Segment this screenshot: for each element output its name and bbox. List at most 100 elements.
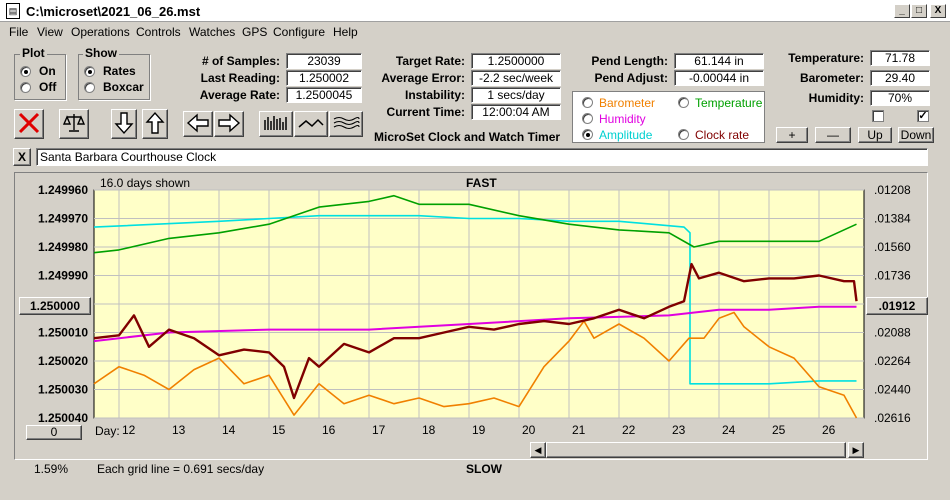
legend-temperature-radio[interactable] (678, 97, 689, 108)
average-rate-value: 1.2500045 (286, 87, 362, 103)
legend-humidity-label: Humidity (599, 112, 646, 126)
clock-name-field[interactable]: Santa Barbara Courthouse Clock (36, 148, 928, 166)
current-time-value: 12:00:04 AM (471, 104, 561, 120)
legend-amplitude-label: Amplitude (599, 128, 653, 142)
menu-operations[interactable]: Operations (71, 25, 130, 39)
samples-value: 23039 (286, 53, 362, 69)
minus-button[interactable]: — (815, 127, 851, 143)
days-shown-label: 16.0 days shown (100, 176, 191, 190)
series-temperature (93, 194, 857, 254)
balance-button[interactable] (59, 109, 89, 139)
minimize-button[interactable]: _ (894, 4, 910, 18)
show-boxcar-radio[interactable] (84, 82, 95, 93)
left-axis-center-button[interactable]: 1.250000 (19, 297, 91, 315)
plot-selector (572, 91, 765, 143)
app-caption: MicroSet Clock and Watch Timer (374, 130, 561, 144)
y-left-tick: 1.250010 (38, 326, 88, 340)
arrow-up-icon (145, 111, 165, 134)
series-clock-rate (93, 262, 858, 400)
clear-button[interactable] (14, 109, 44, 139)
y-left-tick: 1.250020 (38, 354, 88, 368)
legend-humidity-radio[interactable] (582, 113, 593, 124)
y-right-tick: .02440 (874, 383, 911, 397)
show-rates-radio[interactable] (84, 66, 95, 77)
shift-right-button[interactable] (214, 111, 244, 137)
y-right-tick: .02616 (874, 411, 911, 425)
legend-barometer-radio[interactable] (582, 97, 593, 108)
menu-controls[interactable]: Controls (136, 25, 181, 39)
x-tick: 18 (422, 423, 436, 437)
plot-on-radio[interactable] (20, 66, 31, 77)
legend-clock-rate-radio[interactable] (678, 129, 689, 140)
scale-balance-icon (62, 114, 86, 132)
y-left-tick: 1.249990 (38, 269, 88, 283)
last-reading-value: 1.250002 (286, 70, 362, 86)
line-graph-icon (298, 118, 324, 128)
right-axis-center-button[interactable]: .01912 (866, 297, 928, 315)
x-tick: 26 (822, 423, 836, 437)
y-right-tick: .01208 (874, 183, 911, 197)
plot-off-label: Off (39, 80, 57, 94)
arrow-left-icon (186, 113, 209, 133)
average-error-label: Average Error: (381, 71, 465, 85)
horizontal-scrollbar[interactable]: ◀ ▶ (530, 442, 864, 458)
legend-clock-rate-label: Clock rate (695, 128, 750, 142)
pend-length-value[interactable]: 61.144 in (674, 53, 764, 69)
menu-gps[interactable]: GPS (242, 25, 268, 39)
y-right-tick: .02088 (874, 326, 911, 340)
scroll-right-arrow-icon[interactable]: ▶ (848, 442, 864, 458)
menu-bar: File View Operations Controls Watches GP… (0, 22, 950, 42)
up-button[interactable]: Up (858, 127, 892, 143)
menu-watches[interactable]: Watches (189, 25, 236, 39)
env-checkbox-1[interactable] (872, 110, 884, 122)
menu-view[interactable]: View (37, 25, 63, 39)
maximize-button[interactable]: □ (911, 4, 927, 18)
plot-on-label: On (39, 64, 56, 78)
bars-view-button[interactable] (259, 111, 293, 137)
instability-value: 1 secs/day (471, 87, 561, 103)
samples-label: # of Samples: (201, 54, 280, 68)
y-left-tick: 1.250030 (38, 383, 88, 397)
humidity-label: Humidity: (808, 91, 864, 105)
temperature-value: 71.78 (870, 50, 930, 66)
env-checkbox-2[interactable]: ✓ (917, 110, 929, 122)
x-tick: 12 (122, 423, 136, 437)
app-icon[interactable]: ▤ (6, 3, 20, 19)
scroll-reset-button[interactable]: 0 (26, 425, 82, 440)
y-left-tick: 1.249970 (38, 212, 88, 226)
wave-view-button[interactable] (329, 111, 363, 137)
series-humidity (93, 305, 857, 343)
menu-help[interactable]: Help (333, 25, 358, 39)
shift-left-button[interactable] (183, 111, 213, 137)
down-button[interactable]: Down (898, 127, 934, 143)
legend-amplitude-radio[interactable] (582, 129, 593, 140)
day-axis-label: Day: (95, 424, 120, 438)
y-right-tick: .01560 (874, 240, 911, 254)
x-tick: 22 (622, 423, 636, 437)
title-bar[interactable]: ▤ C:\microset\2021_06_26.mst _ □ X (0, 0, 950, 22)
last-reading-label: Last Reading: (200, 71, 280, 85)
shift-up-button[interactable] (142, 109, 168, 139)
x-tick: 16 (322, 423, 336, 437)
fast-label: FAST (466, 176, 497, 190)
red-x-icon (18, 112, 40, 134)
temperature-label: Temperature: (788, 51, 864, 65)
gridline-note: Each grid line = 0.691 secs/day (97, 462, 265, 476)
menu-file[interactable]: File (9, 25, 29, 39)
target-rate-value[interactable]: 1.2500000 (471, 53, 561, 69)
show-boxcar-label: Boxcar (103, 80, 144, 94)
close-button[interactable]: X (930, 4, 946, 18)
shift-down-button[interactable] (111, 109, 137, 139)
scroll-left-arrow-icon[interactable]: ◀ (530, 442, 546, 458)
legend-barometer-label: Barometer (599, 96, 656, 110)
plus-button[interactable]: + (776, 127, 808, 143)
arrow-right-icon (218, 113, 241, 133)
close-clock-button[interactable]: X (13, 148, 31, 166)
plot-off-radio[interactable] (20, 82, 31, 93)
menu-configure[interactable]: Configure (273, 25, 326, 39)
barometer-value: 29.40 (870, 70, 930, 86)
scroll-thumb[interactable] (546, 442, 846, 458)
bar-graph-icon (264, 116, 287, 130)
line-view-button[interactable] (294, 111, 328, 137)
pend-length-label: Pend Length: (591, 54, 668, 68)
